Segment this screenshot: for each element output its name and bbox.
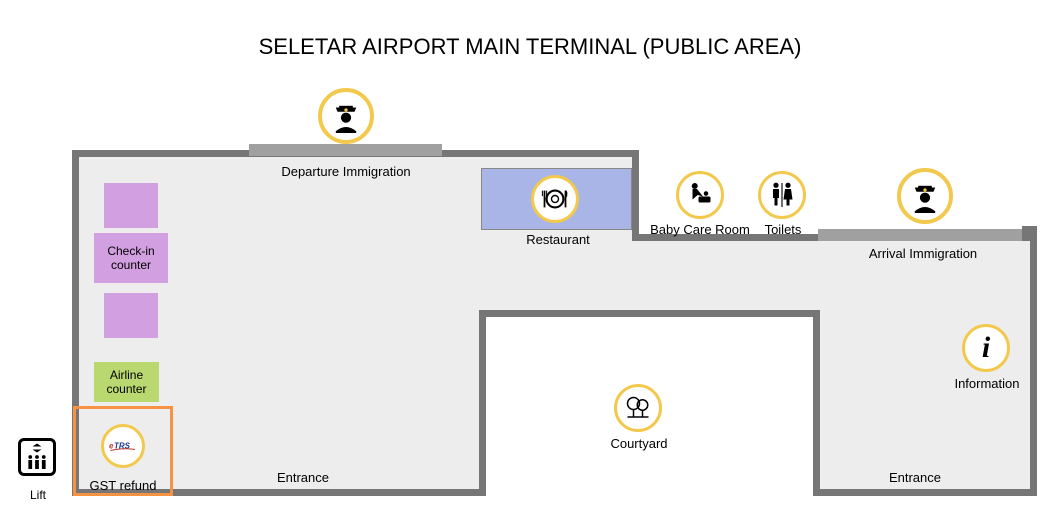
courtyard-label: Courtyard — [604, 436, 674, 451]
gst-refund-label: GST refund — [86, 478, 160, 493]
checkin-counter-1 — [104, 183, 158, 228]
svg-text:e: e — [109, 442, 114, 451]
departure-immigration-label: Departure Immigration — [266, 164, 426, 179]
wall-bottom-right — [813, 489, 1037, 496]
checkin-label-bg: Check-in counter — [94, 233, 168, 283]
officer-icon — [897, 168, 953, 224]
wall-court-left — [479, 310, 486, 496]
wall-court-right — [813, 310, 820, 496]
wall-right-stub — [1022, 226, 1037, 234]
wall-right — [1030, 234, 1037, 496]
airline-label-l2: counter — [106, 382, 146, 396]
checkin-label-l1: Check-in — [107, 244, 154, 258]
officer-icon — [318, 88, 374, 144]
information-label: Information — [948, 376, 1026, 391]
gst-refund-icon: e TRS — [101, 424, 145, 468]
entrance-right-label: Entrance — [880, 470, 950, 485]
officer-svg — [908, 179, 942, 213]
baby-care-icon — [676, 171, 724, 219]
checkin-counter-2 — [104, 293, 158, 338]
officer-svg — [329, 99, 363, 133]
arrival-immigration-label: Arrival Immigration — [853, 246, 993, 261]
arrival-bar — [818, 229, 1022, 241]
airline-counter: Airline counter — [94, 362, 159, 402]
lift-svg — [22, 442, 52, 472]
plate-svg — [541, 185, 569, 213]
lift-label: Lift — [20, 488, 56, 502]
babycare-svg — [685, 180, 715, 210]
toilets-svg — [767, 180, 797, 210]
restaurant-label: Restaurant — [503, 232, 613, 247]
baby-care-label: Baby Care Room — [645, 222, 755, 237]
wall-left-right-upper — [632, 150, 639, 234]
checkin-label-l2: counter — [111, 258, 151, 272]
toilets-icon — [758, 171, 806, 219]
wall-court-top — [479, 310, 819, 317]
restaurant-icon — [531, 175, 579, 223]
terminal-map: SELETAR AIRPORT MAIN TERMINAL (PUBLIC AR… — [0, 0, 1060, 512]
building-right — [813, 234, 1037, 496]
toilets-label: Toilets — [758, 222, 808, 237]
courtyard-icon — [614, 384, 662, 432]
map-title: SELETAR AIRPORT MAIN TERMINAL (PUBLIC AR… — [0, 34, 1060, 60]
airline-label-l1: Airline — [110, 368, 143, 382]
departure-bar — [249, 144, 442, 156]
info-glyph: i — [982, 333, 990, 363]
information-icon: i — [962, 324, 1010, 372]
building-bridge — [639, 234, 813, 310]
lift-icon — [18, 438, 56, 476]
etrs-svg: e TRS — [108, 437, 138, 455]
trees-svg — [623, 393, 653, 423]
entrance-left-label: Entrance — [268, 470, 338, 485]
